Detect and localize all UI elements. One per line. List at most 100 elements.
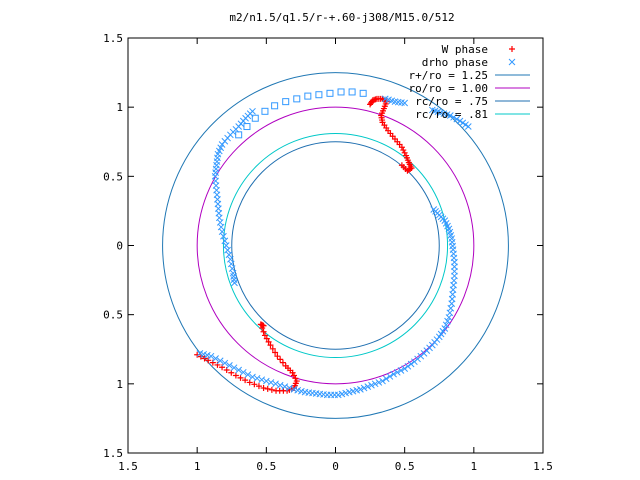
data-point (400, 147, 407, 154)
data-point (281, 383, 289, 390)
data-point (232, 372, 239, 379)
x-tick-label: 1.5 (118, 460, 138, 473)
data-point (230, 364, 238, 372)
axis-ticks: 1.5 1 0.5 0 0.5 1 1.51.510.500.511.5 (103, 32, 553, 473)
data-point (249, 373, 256, 381)
data-point (401, 365, 409, 372)
data-point (271, 102, 279, 110)
data-point (246, 379, 253, 386)
legend-label: W phase (442, 43, 488, 56)
circle-series (196, 106, 475, 385)
data-point (410, 358, 418, 366)
data-point (237, 374, 244, 381)
reference-circles (162, 72, 509, 419)
data-point (226, 362, 233, 369)
data-point (235, 131, 243, 139)
data-point (258, 376, 266, 384)
data-point (239, 368, 247, 376)
x-tick-label: 1 (194, 460, 201, 473)
data-point (442, 321, 450, 329)
legend-label: rc/ro = .75 (415, 95, 488, 108)
data-point (398, 144, 405, 151)
data-markers (194, 88, 472, 399)
data-point (216, 357, 224, 365)
data-point (382, 375, 390, 383)
data-point (290, 386, 298, 393)
data-point (222, 242, 230, 249)
data-point (348, 88, 356, 96)
data-point (262, 377, 270, 385)
data-point (337, 88, 345, 96)
data-point (444, 317, 451, 325)
legend-label: drho phase (422, 56, 488, 69)
y-tick-label: 1 (116, 101, 123, 114)
data-point (274, 353, 281, 360)
data-point (326, 89, 334, 97)
data-point (453, 115, 461, 123)
legend-swatch (508, 58, 516, 66)
x-tick-label: 0.5 (256, 460, 276, 473)
data-point (450, 113, 457, 121)
data-point (259, 325, 266, 332)
data-point (446, 112, 454, 119)
data-point (242, 377, 249, 384)
data-point (220, 232, 227, 240)
data-point (359, 89, 367, 97)
x-tick-label: 1.5 (533, 460, 553, 473)
data-point (279, 359, 286, 366)
data-point (267, 379, 275, 386)
data-point (269, 345, 276, 352)
data-point (218, 228, 226, 236)
y-tick-label: 0 (116, 240, 123, 253)
data-point (404, 362, 412, 370)
data-point (386, 373, 394, 380)
data-point (291, 372, 297, 379)
data-point (273, 387, 280, 394)
data-point (282, 98, 290, 106)
legend-label: r+/ro = 1.25 (409, 69, 488, 82)
data-point (405, 166, 412, 173)
data-point (251, 114, 259, 122)
chart-title: m2/n1.5/q1.5/r-+.60-j308/M15.0/512 (229, 11, 454, 24)
data-point (379, 377, 386, 385)
y-tick-label: 1.5 (103, 447, 123, 460)
data-point (253, 374, 261, 382)
y-tick-label: 1 (116, 378, 123, 391)
data-point (257, 321, 264, 328)
data-point (260, 328, 267, 335)
data-point (231, 279, 238, 287)
data-point (260, 384, 267, 391)
data-point (272, 349, 279, 356)
data-point (225, 251, 233, 259)
data-point (381, 95, 389, 103)
data-point (368, 381, 375, 389)
y-tick-label: 1.5 (103, 32, 123, 45)
data-point (251, 381, 258, 388)
data-point (375, 379, 383, 386)
circle-series (222, 132, 449, 359)
legend-label: ro/ro = 1.00 (409, 82, 488, 95)
data-point (304, 92, 312, 100)
data-point (221, 237, 229, 245)
data-point (464, 123, 472, 130)
data-point (286, 384, 293, 392)
data-point (267, 342, 274, 349)
circle-series (231, 141, 440, 350)
data-point (289, 369, 296, 376)
data-point (224, 246, 231, 254)
data-point (445, 314, 453, 321)
data-point (244, 371, 252, 378)
data-point (272, 380, 279, 388)
data-point (268, 386, 275, 393)
data-point (265, 338, 272, 345)
data-point (390, 370, 397, 378)
data-point (196, 350, 204, 357)
data-point (293, 95, 301, 103)
data-point (212, 355, 219, 362)
data-point (401, 149, 408, 156)
data-point (277, 356, 284, 363)
data-point (371, 380, 379, 388)
data-point (398, 162, 405, 169)
